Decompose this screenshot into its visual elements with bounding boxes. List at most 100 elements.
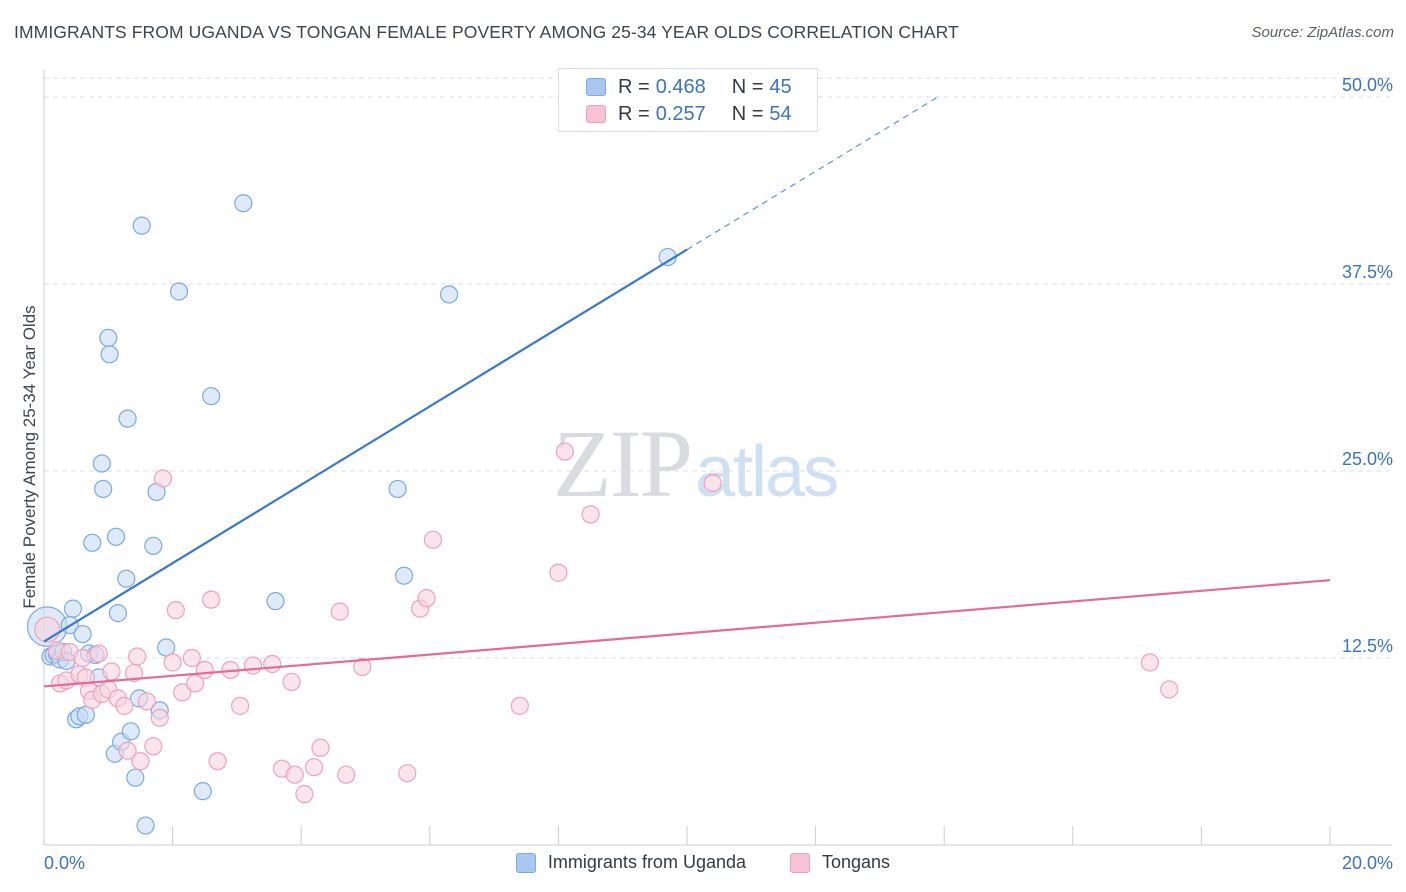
point-tongan: [153, 469, 173, 488]
y-tick-label: 50.0%: [1342, 75, 1393, 95]
point-uganda: [83, 533, 102, 552]
point-tongan: [89, 644, 108, 663]
point-uganda: [136, 816, 155, 835]
point-tongan: [231, 696, 250, 715]
point-uganda: [394, 566, 414, 585]
trend-line-uganda-extension: [686, 96, 939, 251]
point-tongan: [337, 765, 356, 784]
legend-row-tongan: R = 0.257 N = 54: [559, 101, 792, 127]
point-uganda: [100, 345, 119, 364]
legend-row-uganda: R = 0.468 N = 45: [559, 74, 792, 100]
point-tongan: [581, 505, 600, 524]
watermark: ZIPatlas: [553, 408, 839, 519]
tick-labels: 12.5% 25.0% 37.5% 50.0% 0.0% 20.0%: [44, 75, 1393, 873]
point-tongan: [398, 764, 417, 783]
point-tongan: [34, 616, 61, 643]
point-uganda: [73, 624, 92, 644]
y-tick-label: 37.5%: [1342, 262, 1393, 282]
watermark-zip: ZIP: [553, 410, 693, 517]
legend-n-label: N =: [731, 102, 764, 125]
x-tick-label: 20.0%: [1342, 853, 1393, 873]
point-tongan: [118, 741, 137, 760]
point-uganda: [94, 479, 113, 499]
point-uganda: [92, 454, 111, 473]
point-uganda: [106, 527, 126, 546]
point-tongan: [115, 696, 134, 715]
point-uganda: [99, 328, 118, 347]
point-tongan: [304, 758, 324, 777]
gridlines: [44, 77, 1392, 659]
point-tongan: [353, 657, 372, 677]
point-tongan: [311, 738, 330, 757]
trend-line-uganda: [43, 248, 688, 643]
point-uganda: [76, 705, 95, 724]
point-uganda: [439, 285, 459, 304]
bottom-legend-uganda: Immigrants from Uganda: [515, 852, 746, 873]
point-tongan: [282, 672, 301, 692]
point-uganda: [132, 216, 151, 235]
point-tongan: [163, 653, 182, 672]
point-tongan: [285, 765, 304, 784]
source-label: Source: ZipAtlas.com: [1251, 24, 1394, 41]
point-uganda: [234, 194, 253, 213]
bottom-legend-swatch-uganda: [515, 852, 536, 873]
series-uganda-points: [26, 194, 677, 835]
bottom-legend-tongan: Tongans: [790, 852, 890, 873]
point-tongan: [423, 530, 443, 549]
legend-swatch-uganda: [586, 78, 606, 96]
point-tongan: [137, 692, 156, 711]
point-uganda: [266, 592, 285, 611]
point-tongan: [144, 737, 163, 756]
point-tongan: [555, 442, 574, 461]
point-uganda: [117, 569, 136, 588]
point-tongan: [102, 662, 121, 681]
point-tongan: [208, 752, 227, 771]
series-tongan-points: [34, 442, 1179, 804]
legend-box: R = 0.468 N = 45 R = 0.257 N = 54: [558, 68, 818, 132]
point-tongan: [195, 660, 214, 680]
point-tongan: [295, 785, 314, 804]
bottom-legend-label-tongan: Tongans: [822, 852, 891, 872]
point-uganda: [157, 638, 176, 657]
point-uganda: [121, 722, 140, 741]
legend-r-value: 0.468: [655, 75, 706, 98]
point-tongan: [330, 602, 349, 621]
point-uganda: [108, 604, 128, 623]
point-tongan: [202, 590, 221, 609]
point-tongan: [1140, 653, 1160, 672]
legend-r-label: R =: [618, 102, 650, 125]
point-uganda: [118, 409, 137, 428]
axes: [43, 70, 1392, 846]
point-uganda: [388, 479, 407, 499]
point-uganda: [63, 599, 83, 618]
point-tongan: [263, 654, 282, 674]
legend-r-value: 0.257: [655, 102, 706, 125]
point-tongan: [243, 656, 263, 675]
y-tick-label: 12.5%: [1342, 636, 1393, 656]
point-tongan: [173, 683, 192, 702]
legend-swatch-tongan: [586, 105, 606, 123]
point-tongan: [703, 473, 722, 493]
point-tongan: [128, 647, 147, 666]
trend-lines: [43, 96, 1331, 688]
point-tongan: [1160, 680, 1179, 699]
chart-title: IMMIGRANTS FROM UGANDA VS TONGAN FEMALE …: [14, 22, 959, 42]
x-tick-label: 0.0%: [44, 853, 85, 873]
bottom-legend: Immigrants from Uganda Tongans: [0, 852, 1406, 873]
bottom-legend-swatch-tongan: [790, 852, 810, 873]
bottom-legend-label-uganda: Immigrants from Uganda: [547, 852, 746, 872]
legend-n-label: N =: [731, 75, 764, 98]
point-tongan: [73, 648, 92, 668]
y-axis-label: Female Poverty Among 25-34 Year Olds: [20, 305, 39, 609]
legend-r-label: R =: [618, 75, 650, 98]
watermark-atlas: atlas: [695, 432, 839, 512]
point-tongan: [131, 752, 150, 771]
y-tick-label: 25.0%: [1342, 449, 1393, 469]
legend-n-value: 45: [769, 75, 792, 98]
point-tongan: [150, 708, 169, 727]
point-uganda: [202, 387, 221, 406]
point-tongan: [549, 563, 568, 582]
point-uganda: [193, 782, 212, 801]
legend-n-value: 54: [769, 102, 792, 125]
point-uganda: [144, 536, 163, 555]
